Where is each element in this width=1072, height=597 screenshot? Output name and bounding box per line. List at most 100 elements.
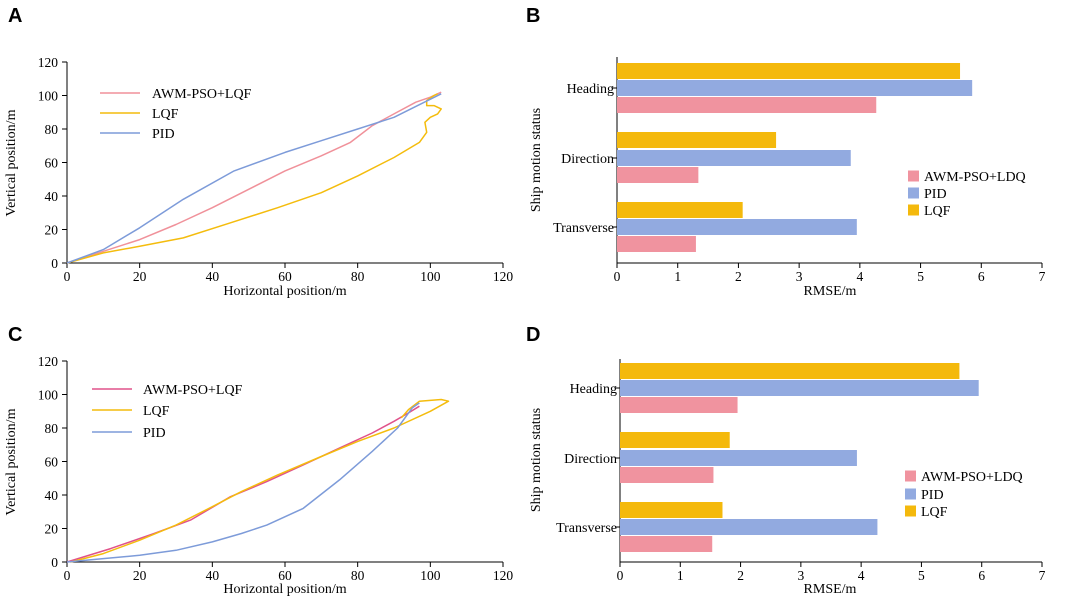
x-tick-label: 3 [797,568,804,583]
y-tick-label: 40 [45,189,59,204]
legend-label: AWM-PSO+LDQ [924,170,1026,185]
bar-transverse-lqf [620,502,723,518]
y-axis-title: Vertical position/m [4,408,19,515]
panel-letter: D [526,324,540,346]
x-tick-label: 2 [735,269,742,284]
bar-transverse-awm-pso-ldq [620,536,713,552]
legend-label: LQF [924,204,951,219]
category-label: Direction [561,152,614,167]
legend-label: PID [924,187,947,202]
y-tick-label: 0 [51,256,58,271]
y-tick-label: 20 [45,522,59,537]
x-tick-label: 1 [674,269,681,284]
x-tick-label: 0 [614,269,621,284]
legend-label: LQF [143,404,170,419]
x-tick-label: 4 [856,269,863,284]
y-tick-label: 40 [45,488,59,503]
y-axis-title: Ship motion status [529,108,544,212]
legend-swatch [905,488,916,500]
x-tick-label: 40 [206,269,220,284]
legend-swatch [908,170,919,182]
x-tick-label: 40 [206,568,220,583]
category-label: Transverse [553,221,614,236]
series-line-2 [70,398,450,563]
bar-heading-awm-pso-ldq [617,97,877,113]
series-line-1 [66,91,442,264]
x-tick-label: 120 [493,269,514,284]
x-tick-label: 20 [133,269,147,284]
legend-swatch [908,204,919,216]
bar-heading-lqf [617,63,961,79]
legend-label: LQF [921,505,948,520]
legend-label: PID [152,127,175,142]
y-tick-label: 120 [38,354,59,369]
series-line-1 [66,405,420,563]
bar-heading-pid [617,80,973,96]
x-tick-label: 100 [420,269,441,284]
x-tick-label: 20 [133,568,147,583]
bar-direction-pid [620,450,857,466]
legend-label: LQF [152,107,179,122]
category-label: Direction [564,452,617,467]
x-tick-label: 7 [1039,568,1046,583]
panel-letter: B [526,5,540,27]
bar-heading-lqf [620,363,960,379]
panel-letter: C [8,324,22,346]
y-tick-label: 100 [38,89,59,104]
x-tick-label: 100 [420,568,441,583]
x-tick-label: 60 [278,568,292,583]
x-tick-label: 2 [737,568,744,583]
legend-label: AWM-PSO+LDQ [921,470,1023,485]
legend-label: AWM-PSO+LQF [152,87,252,102]
x-tick-label: 4 [858,568,865,583]
panel-a: A 0 20 40 60 80 100 120 Horizontal position/m Ver… [4,5,513,299]
legend-swatch [905,505,916,517]
panel-b: B 0 1 2 3 4 5 6 7 RMSE/m Ship motion status Heading… [526,5,1046,299]
y-tick-label: 60 [45,455,59,470]
category-label: Transverse [556,521,617,536]
x-tick-label: 120 [493,568,514,583]
y-tick-label: 80 [45,421,59,436]
panel-d: D 0 1 2 3 4 5 6 7 RMSE/m Ship motion status Heading… [526,324,1046,597]
legend-label: AWM-PSO+LQF [143,383,243,398]
series-line-3 [66,93,442,264]
x-tick-label: 0 [64,568,71,583]
y-tick-label: 80 [45,122,59,137]
x-tick-label: 0 [64,269,71,284]
legend-label: PID [143,426,166,441]
bar-transverse-pid [617,219,857,235]
legend-label: PID [921,488,944,503]
x-tick-label: 6 [978,568,985,583]
category-label: Heading [570,382,617,397]
y-tick-label: 120 [38,55,59,70]
y-tick-label: 100 [38,388,59,403]
bar-direction-awm-pso-ldq [617,167,699,183]
x-tick-label: 7 [1039,269,1046,284]
x-axis-title: Horizontal position/m [223,284,346,299]
x-tick-label: 5 [918,568,925,583]
y-axis-title: Vertical position/m [4,109,19,216]
x-tick-label: 3 [796,269,803,284]
bar-transverse-awm-pso-ldq [617,236,696,252]
legend-swatch [908,187,919,199]
y-tick-label: 20 [45,223,59,238]
x-axis-title: Horizontal position/m [223,582,346,597]
x-tick-label: 5 [917,269,924,284]
bar-heading-awm-pso-ldq [620,397,738,413]
x-tick-label: 1 [677,568,684,583]
y-axis-title: Ship motion status [529,408,544,512]
bar-transverse-pid [620,519,878,535]
bar-direction-lqf [620,432,730,448]
panel-c: C 0 20 40 60 80 100 120 Horizontal position/m Ver… [4,324,513,597]
bar-direction-awm-pso-ldq [620,467,714,483]
series-line-2 [66,93,442,264]
bar-heading-pid [620,380,979,396]
x-tick-label: 0 [617,568,624,583]
x-tick-label: 60 [278,269,292,284]
y-tick-label: 0 [51,555,58,570]
x-axis-title: RMSE/m [804,582,857,597]
category-label: Heading [567,82,614,97]
bar-transverse-lqf [617,202,743,218]
panel-letter: A [8,5,22,27]
